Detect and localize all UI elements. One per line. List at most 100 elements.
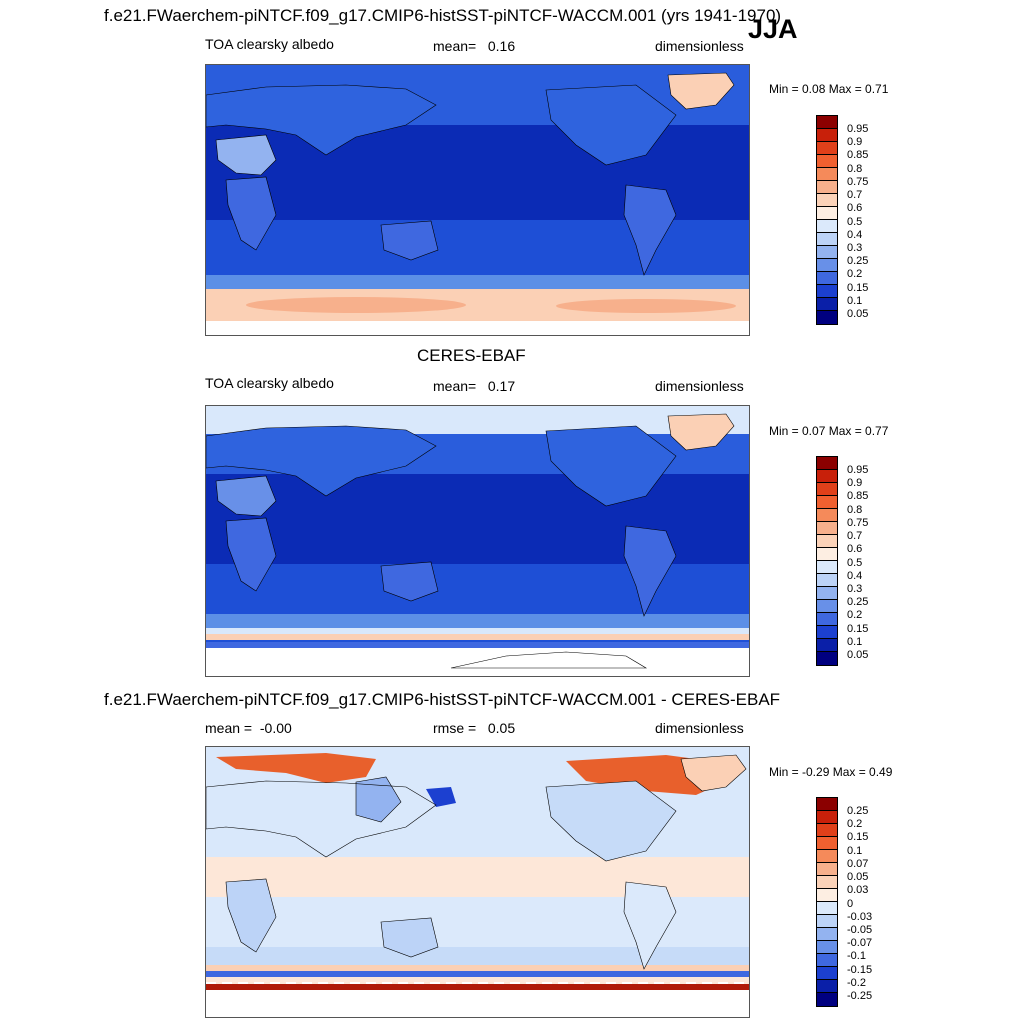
panel3-title: f.e21.FWaerchem-piNTCF.f09_g17.CMIP6-his… [104, 690, 781, 709]
panel3-tick-label: 0.2 [847, 818, 863, 830]
panel1-colorbar-bin [817, 155, 837, 168]
panel2-colorbar-bin [817, 613, 837, 626]
panel2-tick-label: 0.75 [847, 517, 869, 529]
panel1-mean-value: 0.16 [487, 38, 516, 54]
panel3-colorbar-bin [817, 954, 837, 967]
panel3-rmse: rmse = 0.05 [433, 720, 515, 736]
panel2-colorbar-bin [817, 535, 837, 548]
panel1-colorbar-bin [817, 181, 837, 194]
panel1-tick-label: 0.3 [847, 242, 863, 254]
panel1-tick-label: 0.5 [847, 216, 863, 228]
panel3-colorbar-bin [817, 915, 837, 928]
panel3-mean-value: -0.00 [259, 720, 292, 736]
panel2-variable: TOA clearsky albedo [205, 375, 334, 391]
panel3-colorbar-bin [817, 811, 837, 824]
panel3-tick-label: 0 [847, 898, 854, 910]
panel1-colorbar-bin [817, 142, 837, 155]
panel2-title: CERES-EBAF [417, 346, 526, 365]
panel2-tick-label: 0.15 [847, 623, 869, 635]
panel3-tick-label: -0.15 [847, 964, 873, 976]
panel3-colorbar-bin [817, 863, 837, 876]
panel1-tick-label: 0.7 [847, 189, 863, 201]
panel1-title: f.e21.FWaerchem-piNTCF.f09_g17.CMIP6-his… [104, 6, 782, 25]
panel3-colorbar-bin [817, 889, 837, 902]
panel3-tick-label: 0.25 [847, 805, 869, 817]
panel2-tick-label: 0.3 [847, 583, 863, 595]
panel1-tick-label: 0.75 [847, 176, 869, 188]
panel1-colorbar-bin [817, 233, 837, 246]
panel1-colorbar-bin [817, 194, 837, 207]
panel1-tick-label: 0.05 [847, 308, 869, 320]
panel3-tick-label: -0.1 [847, 950, 866, 962]
panel2-colorbar [816, 456, 838, 666]
panel1-minmax: Min = 0.08 Max = 0.71 [769, 82, 889, 96]
panel2-colorbar-bin [817, 496, 837, 509]
panel2-mean-label: mean= [433, 378, 477, 394]
panel2-tick-label: 0.95 [847, 464, 869, 476]
panel1-colorbar-bin [817, 246, 837, 259]
panel1-tick-label: 0.15 [847, 282, 869, 294]
panel2-tick-label: 0.9 [847, 477, 863, 489]
panel3-colorbar-bin [817, 876, 837, 889]
panel1-colorbar-bin [817, 298, 837, 311]
panel3-tick-label: 0.1 [847, 845, 863, 857]
panel1-tick-label: 0.1 [847, 295, 863, 307]
panel3-colorbar-bin [817, 980, 837, 993]
panel1-mean-label: mean= [433, 38, 477, 54]
panel2-mean: mean= 0.17 [433, 378, 515, 394]
panel2-colorbar-bin [817, 483, 837, 496]
panel3-rmse-label: rmse = [433, 720, 477, 736]
panel2-map [205, 405, 750, 677]
panel2-colorbar-bin [817, 600, 837, 613]
panel2-tick-label: 0.25 [847, 596, 869, 608]
panel1-tick-label: 0.25 [847, 255, 869, 267]
panel2-colorbar-bin [817, 626, 837, 639]
panel3-colorbar-bin [817, 902, 837, 915]
panel3-colorbar-bin [817, 967, 837, 980]
panel3-tick-label: -0.25 [847, 990, 873, 1002]
panel1-mean: mean= 0.16 [433, 38, 515, 54]
panel3-map-svg [205, 747, 749, 1017]
panel1-colorbar-bin [817, 129, 837, 142]
panel2-colorbar-bin [817, 652, 837, 665]
panel3-colorbar-bin [817, 993, 837, 1006]
panel2-colorbar-bin [817, 574, 837, 587]
panel3-tick-label: 0.05 [847, 871, 869, 883]
panel2-tick-label: 0.6 [847, 543, 863, 555]
panel3-colorbar [816, 797, 838, 1007]
panel3-colorbar-bin [817, 850, 837, 863]
panel1-colorbar-bin [817, 311, 837, 324]
panel1-tick-label: 0.95 [847, 123, 869, 135]
panel1-colorbar-bin [817, 168, 837, 181]
panel1-colorbar-bin [817, 259, 837, 272]
panel2-colorbar-bin [817, 509, 837, 522]
panel1-colorbar-bin [817, 116, 837, 129]
panel1-colorbar-bin [817, 285, 837, 298]
panel2-colorbar-bin [817, 548, 837, 561]
panel2-tick-label: 0.2 [847, 609, 863, 621]
panel1-units: dimensionless [655, 38, 744, 54]
panel3-map [205, 746, 750, 1018]
panel2-tick-label: 0.85 [847, 490, 869, 502]
panel2-units: dimensionless [655, 378, 744, 394]
panel2-map-svg [205, 406, 749, 676]
panel1-tick-label: 0.4 [847, 229, 863, 241]
panel1-map-svg [205, 65, 749, 335]
panel3-minmax: Min = -0.29 Max = 0.49 [769, 765, 893, 779]
panel1-tick-label: 0.6 [847, 202, 863, 214]
panel1-tick-label: 0.2 [847, 268, 863, 280]
panel2-tick-label: 0.7 [847, 530, 863, 542]
panel1-colorbar-bin [817, 272, 837, 285]
panel3-tick-label: 0.15 [847, 831, 869, 843]
panel1-map [205, 64, 750, 336]
panel3-mean-label: mean = [205, 720, 253, 736]
panel3-rmse-value: 0.05 [487, 720, 516, 736]
panel2-colorbar-bin [817, 587, 837, 600]
panel2-colorbar-bin [817, 639, 837, 652]
panel2-colorbar-bin [817, 522, 837, 535]
panel1-tick-label: 0.85 [847, 149, 869, 161]
panel1-variable: TOA clearsky albedo [205, 36, 334, 52]
panel2-tick-label: 0.05 [847, 649, 869, 661]
panel2-tick-label: 0.4 [847, 570, 863, 582]
panel3-colorbar-bin [817, 837, 837, 850]
